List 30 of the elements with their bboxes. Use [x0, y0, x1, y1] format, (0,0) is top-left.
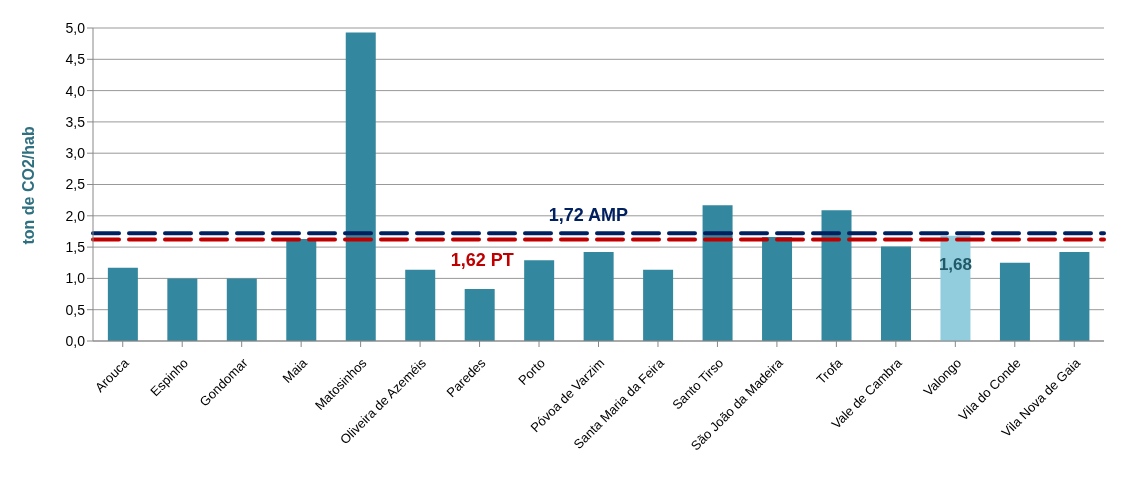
y-tick-label: 4,0: [65, 82, 86, 99]
y-tick-label: 0,0: [65, 332, 86, 349]
bar: [345, 32, 376, 341]
y-tick-label: 1,5: [65, 239, 86, 256]
ref-line-label: 1,72 AMP: [548, 205, 629, 226]
y-tick-label: 2,5: [65, 176, 86, 193]
bar: [821, 210, 852, 341]
bar: [583, 252, 614, 341]
bar: [524, 260, 555, 341]
y-tick-label: 4,5: [65, 51, 86, 68]
bar: [226, 278, 257, 341]
bar: [286, 238, 317, 341]
bar: [643, 269, 674, 341]
ref-line-label: 1,62 PT: [450, 249, 514, 270]
y-tick-label: 5,0: [65, 19, 86, 36]
bar: [880, 246, 911, 341]
bar: [167, 278, 198, 341]
y-tick-label: 0,5: [65, 301, 86, 318]
bar: [999, 262, 1030, 341]
y-tick-label: 2,0: [65, 207, 86, 224]
y-tick-label: 3,5: [65, 113, 86, 130]
y-tick-label: 3,0: [65, 145, 86, 162]
y-axis-title: ton de CO2/hab: [19, 126, 37, 245]
bar: [464, 289, 495, 341]
bar: [762, 237, 793, 341]
bar: [702, 205, 733, 341]
bar: [405, 269, 436, 341]
bar: [107, 267, 138, 341]
bar: [1059, 252, 1090, 341]
y-tick-label: 1,0: [65, 270, 86, 287]
